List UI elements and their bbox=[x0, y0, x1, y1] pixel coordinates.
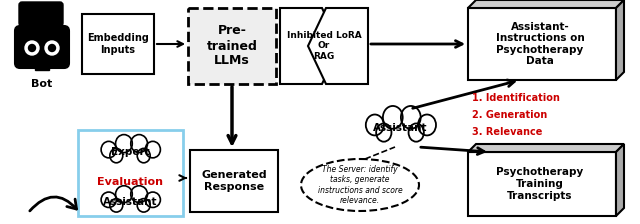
Polygon shape bbox=[280, 8, 340, 84]
FancyBboxPatch shape bbox=[468, 152, 616, 216]
Ellipse shape bbox=[145, 141, 161, 158]
Ellipse shape bbox=[116, 186, 132, 202]
Text: Psychotherapy
Training
Transcripts: Psychotherapy Training Transcripts bbox=[497, 167, 584, 201]
Text: Embedding
Inputs: Embedding Inputs bbox=[87, 33, 149, 55]
FancyBboxPatch shape bbox=[35, 63, 49, 70]
Ellipse shape bbox=[401, 106, 420, 129]
Ellipse shape bbox=[301, 159, 419, 211]
Text: Assistant: Assistant bbox=[103, 197, 157, 207]
Ellipse shape bbox=[101, 192, 116, 207]
Ellipse shape bbox=[116, 135, 132, 153]
Text: Expert: Expert bbox=[111, 147, 149, 157]
FancyBboxPatch shape bbox=[19, 2, 63, 26]
Ellipse shape bbox=[376, 123, 392, 142]
Text: 2. Generation: 2. Generation bbox=[472, 110, 547, 120]
FancyBboxPatch shape bbox=[100, 199, 159, 208]
FancyArrowPatch shape bbox=[30, 197, 77, 211]
Polygon shape bbox=[32, 23, 40, 31]
FancyBboxPatch shape bbox=[188, 8, 276, 84]
Polygon shape bbox=[468, 0, 624, 8]
FancyBboxPatch shape bbox=[78, 130, 183, 216]
Ellipse shape bbox=[101, 141, 116, 158]
Ellipse shape bbox=[110, 199, 123, 212]
Ellipse shape bbox=[418, 114, 436, 136]
Text: Bot: Bot bbox=[31, 79, 52, 89]
Ellipse shape bbox=[145, 192, 161, 207]
Ellipse shape bbox=[408, 123, 424, 142]
Polygon shape bbox=[308, 8, 368, 84]
Text: Generated
Response: Generated Response bbox=[201, 170, 267, 192]
FancyBboxPatch shape bbox=[15, 26, 69, 68]
Text: Pre-
trained
LLMs: Pre- trained LLMs bbox=[207, 24, 257, 67]
Ellipse shape bbox=[131, 135, 147, 153]
Text: 1. Identification: 1. Identification bbox=[472, 93, 560, 103]
Circle shape bbox=[29, 45, 35, 52]
Text: Assistant: Assistant bbox=[372, 123, 428, 133]
Ellipse shape bbox=[366, 114, 384, 136]
FancyBboxPatch shape bbox=[190, 150, 278, 212]
Ellipse shape bbox=[383, 106, 403, 129]
Text: The Server: identify
tasks, generate
instructions and score
relevance.: The Server: identify tasks, generate ins… bbox=[317, 165, 403, 205]
Text: Assistant-
Instructions on
Psychotherapy
Data: Assistant- Instructions on Psychotherapy… bbox=[495, 22, 584, 66]
Text: 3. Relevance: 3. Relevance bbox=[472, 127, 542, 137]
Polygon shape bbox=[468, 144, 624, 152]
FancyBboxPatch shape bbox=[468, 8, 616, 80]
FancyBboxPatch shape bbox=[365, 125, 435, 136]
Circle shape bbox=[49, 45, 56, 52]
Text: Evaluation: Evaluation bbox=[97, 177, 163, 187]
Polygon shape bbox=[616, 144, 624, 216]
Ellipse shape bbox=[137, 199, 150, 212]
FancyBboxPatch shape bbox=[100, 149, 159, 159]
Ellipse shape bbox=[131, 186, 147, 202]
Ellipse shape bbox=[110, 148, 123, 163]
Text: Inhibited LoRA
Or
RAG: Inhibited LoRA Or RAG bbox=[287, 31, 362, 61]
Circle shape bbox=[25, 41, 39, 55]
Circle shape bbox=[45, 41, 59, 55]
Ellipse shape bbox=[137, 148, 150, 163]
FancyBboxPatch shape bbox=[82, 14, 154, 74]
Polygon shape bbox=[616, 0, 624, 80]
